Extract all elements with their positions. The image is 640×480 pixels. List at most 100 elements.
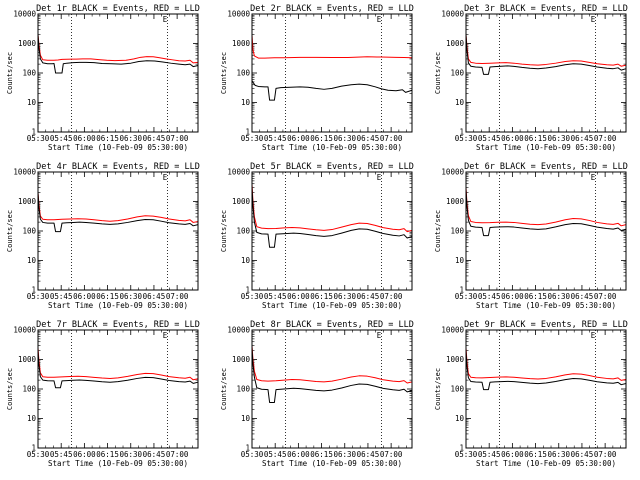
lld-series-line — [251, 34, 413, 59]
y-axis-label: Counts/sec — [220, 52, 228, 94]
x-tick-label: 07:00 — [594, 134, 617, 143]
corner-mark: E — [591, 15, 596, 24]
x-tick-label: 06:00 — [501, 134, 524, 143]
corner-mark: E — [591, 331, 596, 340]
y-tick-label: 10000 — [441, 326, 464, 335]
plot-frame — [465, 13, 627, 133]
y-tick-label: 100 — [236, 227, 250, 236]
y-tick-label: 10000 — [441, 168, 464, 177]
panel-title: Det 9r BLACK = Events, RED = LLD — [464, 320, 628, 330]
events-series-line — [465, 34, 627, 75]
corner-mark: E — [377, 331, 382, 340]
y-tick-label: 1 — [31, 128, 36, 137]
x-tick-label: 07:00 — [380, 134, 403, 143]
y-tick-label: 10 — [27, 98, 37, 107]
events-series-line — [37, 192, 199, 233]
x-tick-label: 05:30 — [241, 292, 264, 301]
y-axis-label: Counts/sec — [220, 210, 228, 252]
x-tick-label: 06:30 — [333, 134, 356, 143]
y-tick-label: 10000 — [13, 10, 36, 19]
x-tick-label: 06:30 — [119, 134, 142, 143]
plot-frame — [465, 171, 627, 291]
y-tick-label: 10 — [27, 414, 37, 423]
events-series-line — [251, 347, 413, 403]
x-tick-label: 07:00 — [166, 292, 189, 301]
y-tick-label: 10 — [455, 256, 465, 265]
panel-title: Det 5r BLACK = Events, RED = LLD — [250, 162, 414, 172]
x-axis-label: Start Time (10-Feb-09 05:30:00) — [262, 143, 402, 152]
y-tick-label: 1000 — [18, 39, 37, 48]
panel-title: Det 1r BLACK = Events, RED = LLD — [36, 4, 200, 14]
x-tick-label: 07:00 — [166, 134, 189, 143]
x-tick-label: 05:45 — [478, 450, 501, 459]
y-tick-label: 10000 — [227, 168, 250, 177]
lld-series-line — [37, 192, 199, 223]
y-axis-label: Counts/sec — [434, 52, 442, 94]
x-tick-label: 05:45 — [50, 450, 73, 459]
y-axis-label: Counts/sec — [6, 52, 14, 94]
panel-title: Det 3r BLACK = Events, RED = LLD — [464, 4, 628, 14]
plot-frame — [37, 13, 199, 133]
plot-frame — [37, 171, 199, 291]
plot-frame — [251, 13, 413, 133]
y-axis-label: Counts/sec — [434, 368, 442, 410]
x-tick-label: 05:30 — [241, 450, 264, 459]
y-tick-label: 1 — [459, 128, 464, 137]
y-tick-label: 10 — [241, 256, 251, 265]
y-axis-label: Counts/sec — [6, 210, 14, 252]
panel-title: Det 7r BLACK = Events, RED = LLD — [36, 320, 200, 330]
x-tick-label: 06:00 — [501, 450, 524, 459]
corner-mark: E — [163, 331, 168, 340]
y-tick-label: 1000 — [446, 355, 465, 364]
x-tick-label: 06:30 — [333, 450, 356, 459]
y-tick-label: 1000 — [18, 355, 37, 364]
y-tick-label: 10 — [455, 98, 465, 107]
x-tick-label: 05:30 — [455, 134, 478, 143]
y-tick-label: 1 — [459, 286, 464, 295]
x-tick-label: 06:45 — [357, 292, 380, 301]
x-tick-label: 07:00 — [380, 292, 403, 301]
lld-series-line — [465, 187, 627, 227]
x-tick-label: 05:45 — [50, 292, 73, 301]
x-tick-label: 05:45 — [478, 134, 501, 143]
x-tick-label: 05:45 — [264, 450, 287, 459]
corner-mark: E — [163, 173, 168, 182]
panel-title: Det 8r BLACK = Events, RED = LLD — [250, 320, 414, 330]
y-axis-label: Counts/sec — [220, 368, 228, 410]
y-tick-label: 1000 — [232, 197, 251, 206]
x-tick-label: 07:00 — [594, 450, 617, 459]
corner-mark: E — [163, 15, 168, 24]
x-tick-label: 06:30 — [547, 292, 570, 301]
x-tick-label: 06:30 — [547, 450, 570, 459]
y-tick-label: 10 — [241, 414, 251, 423]
x-tick-label: 06:15 — [96, 450, 119, 459]
y-tick-label: 1000 — [18, 197, 37, 206]
lld-series-line — [251, 183, 413, 233]
events-series-line — [37, 34, 199, 74]
y-tick-label: 10 — [27, 256, 37, 265]
x-tick-label: 07:00 — [380, 450, 403, 459]
x-tick-label: 06:15 — [524, 292, 547, 301]
x-tick-label: 05:30 — [455, 450, 478, 459]
panel-title: Det 4r BLACK = Events, RED = LLD — [36, 162, 200, 172]
plot-frame — [251, 171, 413, 291]
y-tick-label: 100 — [450, 69, 464, 78]
x-tick-label: 06:30 — [547, 134, 570, 143]
x-tick-label: 05:30 — [27, 450, 50, 459]
x-tick-label: 05:30 — [27, 292, 50, 301]
y-tick-label: 10 — [455, 414, 465, 423]
events-series-line — [465, 350, 627, 391]
x-tick-label: 06:15 — [96, 292, 119, 301]
y-tick-label: 1 — [245, 286, 250, 295]
x-tick-label: 06:45 — [571, 292, 594, 301]
y-tick-label: 100 — [22, 385, 36, 394]
lld-series-line — [465, 34, 627, 67]
plot-frame — [37, 329, 199, 449]
x-axis-label: Start Time (10-Feb-09 05:30:00) — [48, 143, 188, 152]
y-tick-label: 1 — [245, 444, 250, 453]
